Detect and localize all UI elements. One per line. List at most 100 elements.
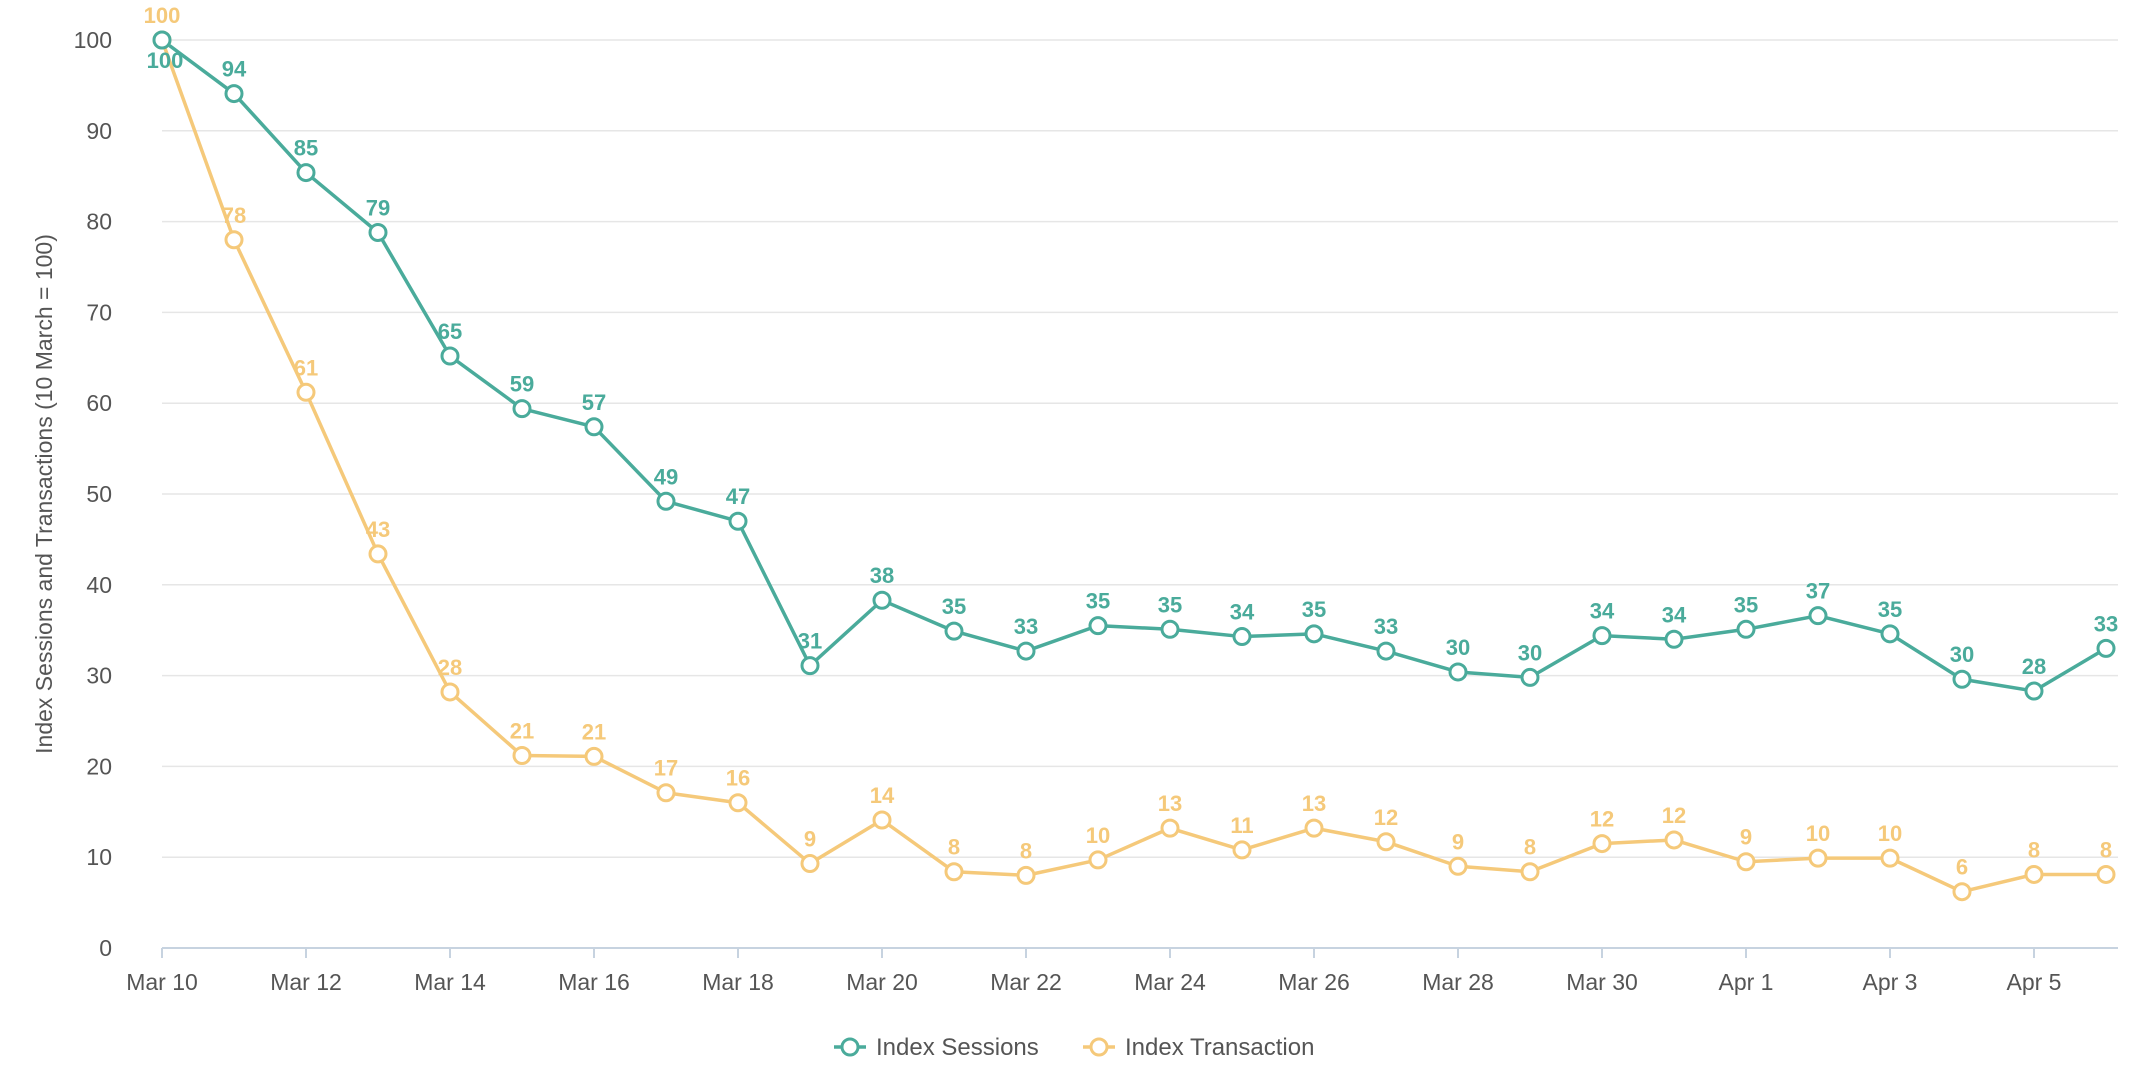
transaction-point — [1736, 852, 1756, 872]
sessions-point — [800, 656, 820, 676]
transaction-point — [584, 746, 604, 766]
sessions-point — [512, 399, 532, 419]
sessions-data-label: 59 — [510, 372, 534, 397]
transaction-data-label: 16 — [726, 766, 750, 791]
transaction-point — [440, 682, 460, 702]
sessions-point — [1232, 627, 1252, 647]
sessions-point — [1736, 619, 1756, 639]
sessions-data-label: 30 — [1950, 642, 1974, 667]
sessions-data-label: 28 — [2022, 654, 2046, 679]
y-tick-label: 30 — [86, 663, 112, 689]
transaction-data-label: 21 — [582, 719, 606, 744]
legend-item-transaction: Index Transaction — [1083, 1034, 1314, 1061]
series-group — [152, 30, 2116, 902]
sessions-data-label: 57 — [582, 390, 606, 415]
sessions-point — [1160, 619, 1180, 639]
transaction-data-label: 43 — [366, 517, 390, 542]
sessions-data-label: 35 — [1302, 597, 1326, 622]
sessions-point — [2096, 638, 2116, 658]
sessions-point — [152, 30, 172, 50]
sessions-point — [368, 222, 388, 242]
y-axis: 0 10 20 30 40 50 60 70 80 90 100 — [74, 27, 112, 961]
y-tick-label: 20 — [86, 753, 112, 779]
transaction-data-label: 8 — [2028, 837, 2040, 862]
transaction-data-label: 12 — [1662, 803, 1686, 828]
transaction-point — [728, 793, 748, 813]
sessions-data-label: 33 — [1014, 614, 1038, 639]
transaction-data-label: 12 — [1590, 807, 1614, 832]
x-tick-label: Apr 5 — [2007, 969, 2062, 995]
sessions-point — [1088, 616, 1108, 636]
transaction-data-label: 13 — [1302, 791, 1326, 816]
x-tick-label: Mar 18 — [702, 969, 774, 995]
transaction-line — [160, 38, 2108, 894]
transaction-point — [1232, 840, 1252, 860]
transaction-data-label: 10 — [1806, 821, 1830, 846]
sessions-line — [160, 38, 2108, 693]
transaction-data-label: 21 — [510, 719, 534, 744]
y-tick-label: 0 — [99, 935, 112, 961]
y-tick-label: 80 — [86, 209, 112, 235]
sessions-data-label: 85 — [294, 136, 318, 161]
sessions-point — [224, 84, 244, 104]
sessions-data-label: 34 — [1230, 600, 1255, 625]
sessions-data-label: 35 — [942, 594, 966, 619]
transaction-point — [1376, 832, 1396, 852]
transaction-point — [656, 783, 676, 803]
transaction-point — [800, 854, 820, 874]
transaction-point — [368, 544, 388, 564]
transaction-data-label: 8 — [1020, 838, 1032, 863]
y-tick-label: 100 — [74, 27, 112, 53]
transaction-point — [1160, 818, 1180, 838]
sessions-point — [2024, 681, 2044, 701]
x-tick-label: Mar 24 — [1134, 969, 1206, 995]
sessions-data-label: 35 — [1158, 592, 1182, 617]
transaction-data-label: 12 — [1374, 805, 1398, 830]
x-tick-label: Mar 20 — [846, 969, 918, 995]
transaction-point — [1592, 834, 1612, 854]
transaction-data-label: 14 — [870, 783, 895, 808]
transaction-data-label: 28 — [438, 655, 462, 680]
transaction-point — [1016, 865, 1036, 885]
y-tick-label: 70 — [86, 299, 112, 325]
transaction-data-label: 13 — [1158, 791, 1182, 816]
sessions-point — [944, 621, 964, 641]
sessions-data-label: 38 — [870, 563, 894, 588]
transaction-point — [1520, 862, 1540, 882]
sessions-point — [1664, 629, 1684, 649]
transaction-data-label: 8 — [948, 835, 960, 860]
transaction-data-label: 10 — [1878, 821, 1902, 846]
sessions-point — [1304, 624, 1324, 644]
sessions-data-label: 49 — [654, 464, 678, 489]
sessions-point — [1592, 626, 1612, 646]
sessions-point — [1376, 641, 1396, 661]
sessions-point — [872, 590, 892, 610]
sessions-data-label: 34 — [1590, 599, 1615, 624]
transaction-point — [1880, 848, 1900, 868]
sessions-data-label: 35 — [1878, 597, 1902, 622]
transaction-point — [1304, 818, 1324, 838]
sessions-data-label: 79 — [366, 195, 390, 220]
transaction-data-label: 9 — [1740, 825, 1752, 850]
sessions-data-label: 33 — [1374, 614, 1398, 639]
y-tick-label: 40 — [86, 572, 112, 598]
x-tick-label: Apr 1 — [1719, 969, 1774, 995]
sessions-data-label: 47 — [726, 484, 750, 509]
x-tick-label: Apr 3 — [1863, 969, 1918, 995]
sessions-point — [1448, 662, 1468, 682]
transaction-data-label: 61 — [294, 355, 318, 380]
x-tick-label: Mar 10 — [126, 969, 198, 995]
transaction-data-label: 10 — [1086, 823, 1110, 848]
y-tick-label: 50 — [86, 481, 112, 507]
transaction-point — [1952, 882, 1972, 902]
transaction-data-label: 11 — [1230, 813, 1253, 838]
transaction-point — [224, 230, 244, 250]
transaction-point — [1808, 848, 1828, 868]
sessions-point — [1520, 667, 1540, 687]
legend-item-sessions: Index Sessions — [834, 1034, 1039, 1061]
sessions-data-label: 30 — [1518, 640, 1542, 665]
sessions-point — [1016, 641, 1036, 661]
transaction-data-label: 8 — [2100, 837, 2112, 862]
data-labels: 100 78 61 43 28 21 21 17 16 9 14 8 8 10 13 11 13 12 9 8 12 12… — [144, 3, 2119, 880]
